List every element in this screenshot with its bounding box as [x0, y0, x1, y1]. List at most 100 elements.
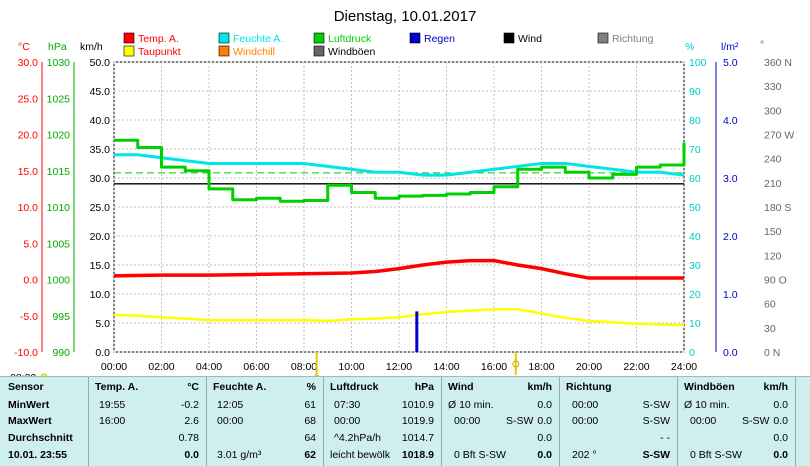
legend-swatch [503, 32, 515, 44]
table-cell: -0.2 [180, 399, 199, 411]
table-header: Richtung [566, 381, 612, 393]
table-cell: S-SW [742, 415, 770, 427]
direction-unit-label: ° [760, 39, 764, 51]
table-cell: 00:00 [690, 415, 717, 427]
table-cell: 61 [304, 399, 316, 411]
temp-tick-label: -5.0 [20, 311, 38, 323]
table-col-pressure: Luftdruck hPa 07:30 1010.9 00:00 1019.9 … [323, 377, 442, 466]
series-line-luftdruck [114, 138, 686, 203]
table-unit: % [306, 381, 316, 393]
table-cell: 0.0 [184, 449, 199, 461]
table-col-wind: Wind km/h Ø 10 min. 0.0 00:00 S-SW 0.0 0… [441, 377, 560, 466]
wind-tick-label: 5.0 [95, 318, 110, 330]
table-cell: S-SW [642, 449, 670, 461]
table-cell: - - [660, 432, 670, 444]
wind-tick-label: 10.0 [90, 289, 111, 301]
table-cell: 0.0 [537, 415, 552, 427]
table-cell: 0.0 [537, 399, 552, 411]
table-cell: 1014.7 [401, 432, 434, 444]
table-cell: 0 Bft S-SW [690, 449, 742, 461]
wind-tick-label: 0.0 [95, 347, 110, 359]
legend-label: Windböen [328, 46, 375, 58]
table-cell: 0.0 [537, 432, 552, 444]
wind-tick-label: 25.0 [90, 202, 111, 214]
x-tick-label: 08:00 [291, 361, 317, 373]
table-cell: 00:00 [454, 415, 481, 427]
humidity-tick-label: 20 [689, 289, 701, 301]
sunrise-time-label: 08:32 [10, 372, 36, 376]
pressure-tick-label: 1010 [47, 202, 71, 214]
rain-tick-label: 3.0 [723, 173, 738, 185]
legend-swatch [123, 45, 135, 57]
sun-icon [313, 374, 320, 376]
pressure-tick-label: 1000 [47, 275, 71, 287]
x-tick-label: 22:00 [623, 361, 649, 373]
legend-label: Windchill [233, 46, 275, 58]
wind-tick-label: 35.0 [90, 144, 111, 156]
temp-tick-label: 30.0 [18, 57, 39, 69]
table-cell: S-SW [506, 415, 534, 427]
table-cell: 0.0 [773, 399, 788, 411]
x-tick-label: 12:00 [386, 361, 412, 373]
rain-tick-label: 2.0 [723, 231, 738, 243]
humidity-tick-label: 50 [689, 202, 701, 214]
wind-tick-label: 40.0 [90, 115, 111, 127]
table-cell: 0.0 [773, 415, 788, 427]
table-cell: S-SW [642, 415, 670, 427]
temp-tick-label: 5.0 [23, 238, 38, 250]
pressure-tick-label: 1025 [47, 93, 71, 105]
table-cell: 68 [304, 415, 316, 427]
table-cell: 00:00 [334, 415, 361, 427]
temp-tick-label: 0.0 [23, 275, 38, 287]
direction-tick-label: 60 [764, 299, 776, 311]
legend-swatch [597, 32, 609, 44]
table-cell: Ø 10 min. [448, 399, 494, 411]
x-tick-label: 18:00 [528, 361, 554, 373]
table-cell: 00:00 [217, 415, 244, 427]
table-header: Feuchte A. [213, 381, 267, 393]
direction-tick-label: 270 W [764, 130, 794, 142]
table-cell: 16:00 [99, 415, 126, 427]
x-tick-label: 16:00 [481, 361, 507, 373]
pressure-tick-label: 1005 [47, 238, 71, 250]
rain-bar [415, 311, 419, 352]
temp-tick-label: 25.0 [18, 93, 39, 105]
table-header: Windböen [684, 381, 735, 393]
humidity-tick-label: 80 [689, 115, 701, 127]
legend-swatch [313, 45, 325, 57]
legend-label: Taupunkt [138, 46, 181, 58]
table-col-temp: Temp. A. °C 19:55 -0.2 16:00 2.6 0.78 0.… [88, 377, 207, 466]
table-cell: 19:55 [99, 399, 126, 411]
row-label: MaxWert [8, 415, 52, 427]
table-cell: 0.78 [178, 432, 199, 444]
table-col-humidity: Feuchte A. % 12:05 61 00:00 68 64 3.01 g… [206, 377, 324, 466]
table-cell: 62 [304, 449, 316, 461]
table-header: Wind [448, 381, 474, 393]
table-cell: 0.0 [773, 432, 788, 444]
table-cell: 3.01 g/m³ [217, 449, 262, 461]
humidity-tick-label: 0 [689, 347, 695, 359]
x-tick-label: 02:00 [148, 361, 174, 373]
direction-tick-label: 120 [764, 250, 782, 262]
legend-swatch [123, 32, 135, 44]
legend-label: Richtung [612, 33, 654, 45]
table-cell: 00:00 [572, 415, 599, 427]
row-label: 10.01. 23:55 [8, 449, 67, 461]
legend-swatch [218, 32, 230, 44]
table-cell: S-SW [642, 399, 670, 411]
table-unit: °C [187, 381, 199, 393]
x-tick-label: 20:00 [576, 361, 602, 373]
table-cell: ^4.2hPa/h [334, 432, 381, 444]
table-cell: 1019.9 [401, 415, 434, 427]
rain-tick-label: 5.0 [723, 57, 738, 69]
table-col-direction: Richtung 00:00 S-SW 00:00 S-SW - - 202 °… [559, 377, 678, 466]
pressure-tick-label: 995 [52, 311, 70, 323]
wind-unit-label: km/h [80, 41, 103, 53]
wind-tick-label: 15.0 [90, 260, 111, 272]
temp-tick-label: 15.0 [18, 166, 39, 178]
direction-tick-label: 240 [764, 154, 782, 166]
chart-title: Dienstag, 10.01.2017 [334, 8, 477, 25]
rain-tick-label: 4.0 [723, 115, 738, 127]
humidity-tick-label: 30 [689, 260, 701, 272]
rain-tick-label: 1.0 [723, 289, 738, 301]
